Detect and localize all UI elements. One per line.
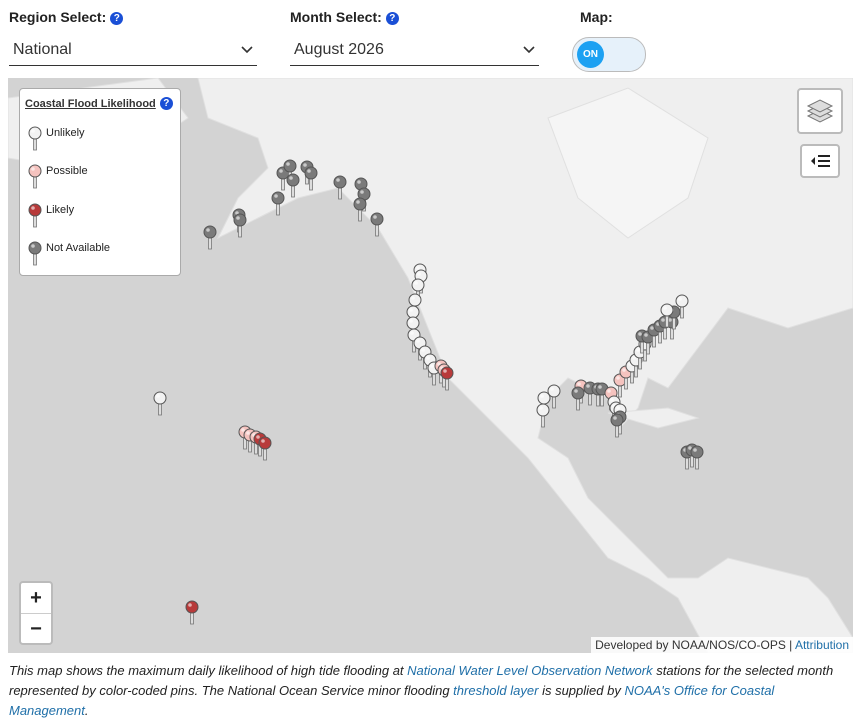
station-pin[interactable] [547, 384, 561, 409]
station-pin[interactable] [660, 303, 674, 328]
caption-text: stations for the selected month represen… [9, 663, 834, 698]
select-value: August 2026 [294, 41, 384, 58]
zoom-control: + − [19, 581, 53, 645]
station-pin[interactable] [233, 213, 247, 238]
station-pin [28, 164, 42, 189]
attribution: Developed by NOAA/NOS/CO-OPS | Attributi… [591, 637, 853, 653]
zoom-out[interactable]: − [30, 618, 42, 640]
label-text: Month Select: [290, 9, 382, 25]
help-icon[interactable]: ? [110, 12, 124, 25]
station-pin[interactable] [258, 436, 272, 461]
caption-text: This map shows the maximum daily likelih… [9, 663, 408, 678]
chevron [241, 46, 253, 54]
caption-text: is supplied by [538, 683, 625, 698]
legend-title-text: Coastal Flood Likelihood [25, 98, 156, 110]
station-pin[interactable] [286, 173, 300, 198]
toggle-knob: ON [577, 41, 604, 68]
map-label: Map: [580, 9, 613, 25]
caption-link[interactable]: National Water Level Observation Network [407, 663, 653, 678]
label-text: Region Select: [9, 9, 107, 25]
station-pin[interactable] [675, 294, 689, 319]
station-pin[interactable] [440, 366, 454, 391]
attribution-link[interactable]: Attribution [794, 638, 849, 652]
station-pin [28, 203, 42, 228]
select-value: National [13, 41, 72, 58]
legend-item: Not Available [46, 242, 111, 254]
layers-button[interactable] [797, 88, 843, 134]
station-pin [28, 241, 42, 266]
month-label: Month Select:? [290, 9, 399, 25]
caption-link[interactable]: NOAA's Office for Coastal Management [9, 683, 775, 718]
region-select[interactable]: National [9, 40, 257, 66]
station-pin[interactable] [536, 403, 550, 428]
month-select[interactable]: August 2026 [290, 40, 539, 66]
legend-item: Unlikely [46, 127, 85, 139]
region-label: Region Select:? [9, 9, 124, 25]
layers-icon [806, 99, 834, 123]
station-pin[interactable] [610, 413, 624, 438]
zoom-in[interactable]: + [21, 583, 51, 614]
legend: Coastal Flood Likelihood? Unlikely Possi… [19, 88, 181, 276]
station-pin[interactable] [370, 212, 384, 237]
list-icon [811, 155, 830, 167]
station-pin[interactable] [333, 175, 347, 200]
legend-title[interactable]: Coastal Flood Likelihood? [25, 97, 173, 110]
legend-item: Likely [46, 204, 75, 216]
help-icon[interactable]: ? [159, 97, 173, 110]
caption-link[interactable]: threshold layer [453, 683, 539, 698]
help-icon[interactable]: ? [385, 12, 399, 25]
station-pin [28, 126, 42, 151]
station-pin[interactable] [690, 445, 704, 470]
station-pin[interactable] [271, 191, 285, 216]
station-pin[interactable] [203, 225, 217, 250]
caption-text: . [84, 703, 89, 718]
legend-pins [28, 126, 42, 266]
attribution-text: Developed by NOAA/NOS/CO-OPS | [595, 638, 793, 652]
legend-item: Possible [46, 165, 88, 177]
map-toggle[interactable]: ON [572, 37, 646, 72]
station-pin[interactable] [353, 197, 367, 222]
map[interactable]: Coastal Flood Likelihood? Unlikely Possi… [8, 78, 853, 653]
chevron [523, 46, 535, 54]
caption: This map shows the maximum daily likelih… [9, 661, 849, 721]
station-pin[interactable] [571, 386, 585, 411]
station-pin[interactable] [304, 166, 318, 191]
list-button[interactable] [800, 144, 840, 178]
station-pin[interactable] [185, 600, 199, 625]
station-pin[interactable] [153, 391, 167, 416]
